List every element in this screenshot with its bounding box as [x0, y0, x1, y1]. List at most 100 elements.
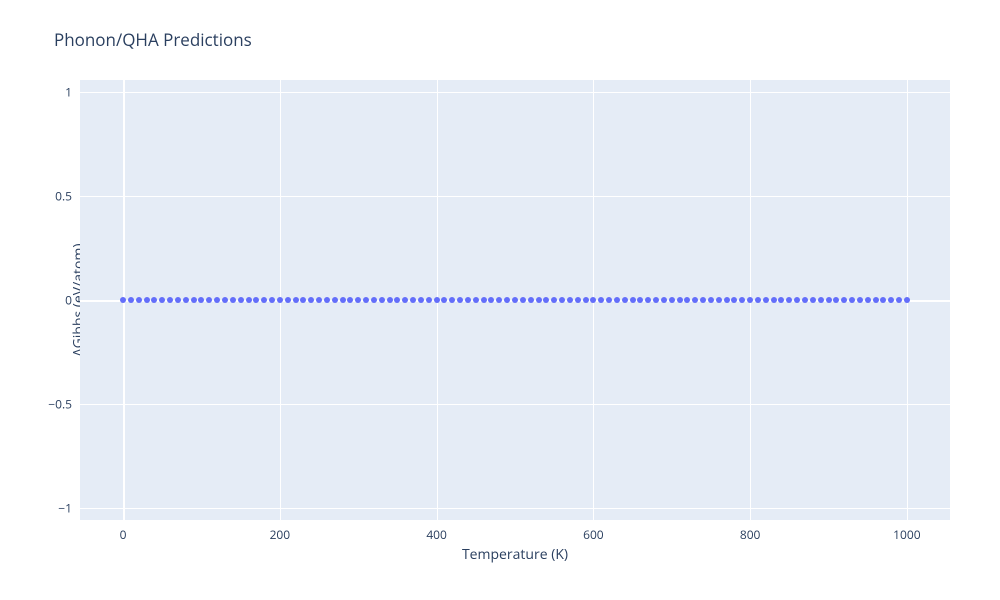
data-point[interactable] — [833, 297, 839, 303]
data-point[interactable] — [669, 297, 675, 303]
data-point[interactable] — [308, 297, 314, 303]
data-point[interactable] — [778, 297, 784, 303]
data-point[interactable] — [183, 297, 189, 303]
data-point[interactable] — [865, 297, 871, 303]
data-point[interactable] — [849, 297, 855, 303]
data-point[interactable] — [246, 297, 252, 303]
data-point[interactable] — [606, 297, 612, 303]
data-point[interactable] — [692, 297, 698, 303]
data-point[interactable] — [347, 297, 353, 303]
data-point[interactable] — [379, 297, 385, 303]
data-point[interactable] — [120, 297, 126, 303]
data-point[interactable] — [551, 297, 557, 303]
data-point[interactable] — [716, 297, 722, 303]
data-point[interactable] — [567, 297, 573, 303]
data-point[interactable] — [269, 297, 275, 303]
data-point[interactable] — [520, 297, 526, 303]
data-point[interactable] — [410, 297, 416, 303]
data-point[interactable] — [575, 297, 581, 303]
data-point[interactable] — [857, 297, 863, 303]
data-point[interactable] — [222, 297, 228, 303]
data-point[interactable] — [880, 297, 886, 303]
data-point[interactable] — [355, 297, 361, 303]
data-point[interactable] — [449, 297, 455, 303]
data-point[interactable] — [175, 297, 181, 303]
data-point[interactable] — [253, 297, 259, 303]
data-point[interactable] — [528, 297, 534, 303]
data-point[interactable] — [238, 297, 244, 303]
data-point[interactable] — [559, 297, 565, 303]
plot-area[interactable]: 02004006008001000−1−0.500.51 — [80, 80, 950, 520]
data-point[interactable] — [136, 297, 142, 303]
data-point[interactable] — [473, 297, 479, 303]
data-point[interactable] — [724, 297, 730, 303]
data-point[interactable] — [394, 297, 400, 303]
data-point[interactable] — [332, 297, 338, 303]
data-point[interactable] — [888, 297, 894, 303]
data-point[interactable] — [402, 297, 408, 303]
data-point[interactable] — [261, 297, 267, 303]
data-point[interactable] — [747, 297, 753, 303]
data-point[interactable] — [841, 297, 847, 303]
data-point[interactable] — [128, 297, 134, 303]
data-point[interactable] — [457, 297, 463, 303]
data-point[interactable] — [590, 297, 596, 303]
data-point[interactable] — [637, 297, 643, 303]
data-point[interactable] — [316, 297, 322, 303]
data-point[interactable] — [731, 297, 737, 303]
data-point[interactable] — [653, 297, 659, 303]
data-point[interactable] — [802, 297, 808, 303]
data-point[interactable] — [434, 297, 440, 303]
data-point[interactable] — [496, 297, 502, 303]
data-point[interactable] — [324, 297, 330, 303]
data-point[interactable] — [293, 297, 299, 303]
data-point[interactable] — [755, 297, 761, 303]
data-point[interactable] — [818, 297, 824, 303]
data-point[interactable] — [426, 297, 432, 303]
data-point[interactable] — [810, 297, 816, 303]
data-point[interactable] — [661, 297, 667, 303]
data-point[interactable] — [504, 297, 510, 303]
data-point[interactable] — [340, 297, 346, 303]
data-point[interactable] — [598, 297, 604, 303]
data-point[interactable] — [144, 297, 150, 303]
data-point[interactable] — [896, 297, 902, 303]
data-point[interactable] — [151, 297, 157, 303]
data-point[interactable] — [786, 297, 792, 303]
data-point[interactable] — [739, 297, 745, 303]
data-point[interactable] — [159, 297, 165, 303]
data-point[interactable] — [684, 297, 690, 303]
data-point[interactable] — [285, 297, 291, 303]
data-point[interactable] — [191, 297, 197, 303]
data-point[interactable] — [363, 297, 369, 303]
data-point[interactable] — [167, 297, 173, 303]
data-point[interactable] — [387, 297, 393, 303]
data-point[interactable] — [441, 297, 447, 303]
data-point[interactable] — [418, 297, 424, 303]
data-point[interactable] — [677, 297, 683, 303]
data-point[interactable] — [371, 297, 377, 303]
data-point[interactable] — [794, 297, 800, 303]
data-point[interactable] — [214, 297, 220, 303]
data-point[interactable] — [826, 297, 832, 303]
data-point[interactable] — [645, 297, 651, 303]
data-point[interactable] — [512, 297, 518, 303]
data-point[interactable] — [198, 297, 204, 303]
data-point[interactable] — [630, 297, 636, 303]
data-point[interactable] — [488, 297, 494, 303]
data-point[interactable] — [763, 297, 769, 303]
data-point[interactable] — [700, 297, 706, 303]
data-point[interactable] — [614, 297, 620, 303]
data-point[interactable] — [873, 297, 879, 303]
data-point[interactable] — [230, 297, 236, 303]
data-point[interactable] — [622, 297, 628, 303]
data-point[interactable] — [536, 297, 542, 303]
data-point[interactable] — [708, 297, 714, 303]
data-point[interactable] — [277, 297, 283, 303]
data-point[interactable] — [904, 297, 910, 303]
data-point[interactable] — [206, 297, 212, 303]
data-point[interactable] — [300, 297, 306, 303]
data-point[interactable] — [583, 297, 589, 303]
data-point[interactable] — [543, 297, 549, 303]
data-point[interactable] — [771, 297, 777, 303]
